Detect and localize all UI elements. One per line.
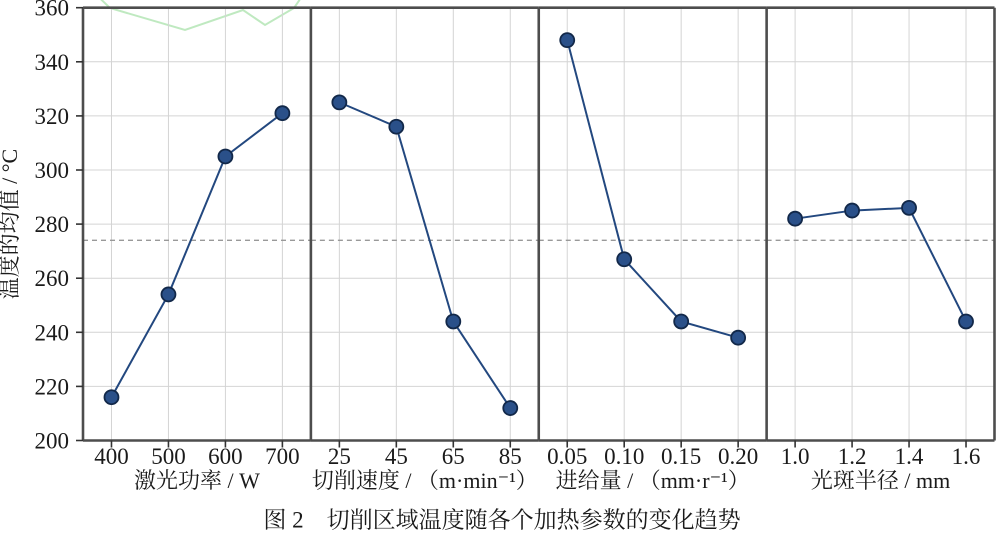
svg-text:260: 260 bbox=[35, 266, 70, 291]
svg-text:光斑半径 / mm: 光斑半径 / mm bbox=[811, 468, 950, 493]
svg-text:65: 65 bbox=[442, 444, 465, 469]
svg-text:300: 300 bbox=[35, 158, 70, 183]
svg-text:500: 500 bbox=[151, 444, 186, 469]
svg-text:340: 340 bbox=[35, 50, 70, 75]
svg-text:1.6: 1.6 bbox=[952, 444, 981, 469]
svg-text:600: 600 bbox=[208, 444, 243, 469]
svg-text:温度的均值 / °C: 温度的均值 / °C bbox=[0, 149, 22, 300]
svg-text:0.05: 0.05 bbox=[547, 444, 587, 469]
svg-text:激光功率 / W: 激光功率 / W bbox=[134, 468, 260, 493]
svg-text:1.2: 1.2 bbox=[838, 444, 867, 469]
svg-text:0.20: 0.20 bbox=[718, 444, 758, 469]
svg-text:280: 280 bbox=[35, 212, 70, 237]
svg-text:1.0: 1.0 bbox=[781, 444, 810, 469]
svg-text:400: 400 bbox=[94, 444, 129, 469]
svg-text:0.10: 0.10 bbox=[604, 444, 644, 469]
svg-text:360: 360 bbox=[35, 0, 70, 21]
svg-text:1.4: 1.4 bbox=[895, 444, 924, 469]
svg-text:45: 45 bbox=[385, 444, 408, 469]
svg-text:图 2 切削区域温度随各个加热参数的变化趋势: 图 2 切削区域温度随各个加热参数的变化趋势 bbox=[263, 508, 740, 533]
svg-text:320: 320 bbox=[35, 104, 70, 129]
svg-text:700: 700 bbox=[265, 444, 300, 469]
svg-text:进给量 / （mm·r⁻¹）: 进给量 / （mm·r⁻¹） bbox=[556, 468, 750, 493]
svg-text:200: 200 bbox=[35, 429, 70, 454]
svg-text:240: 240 bbox=[35, 320, 70, 345]
svg-text:25: 25 bbox=[328, 444, 351, 469]
svg-text:切削速度 / （m·min⁻¹）: 切削速度 / （m·min⁻¹） bbox=[312, 468, 538, 493]
svg-text:0.15: 0.15 bbox=[661, 444, 701, 469]
svg-text:85: 85 bbox=[499, 444, 522, 469]
svg-text:220: 220 bbox=[35, 374, 70, 399]
